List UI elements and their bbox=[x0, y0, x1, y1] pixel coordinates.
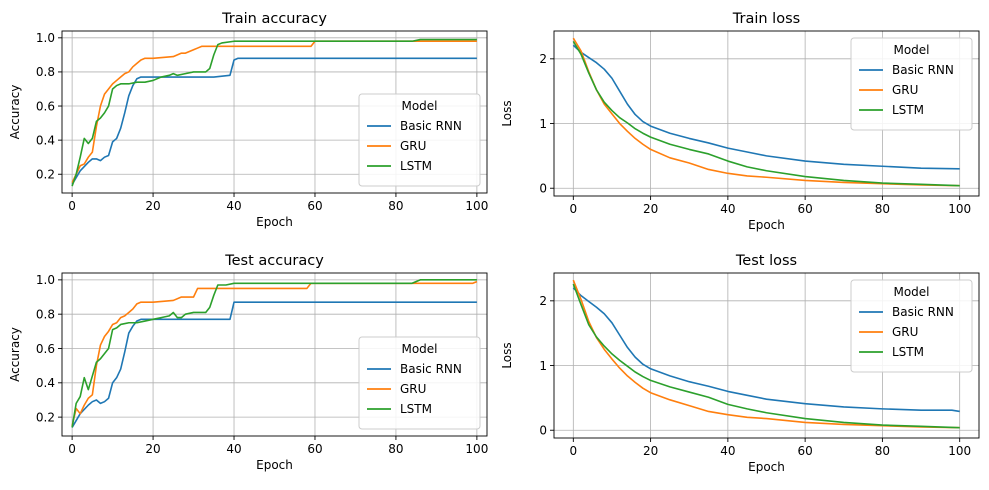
series-line-basic-rnn bbox=[71, 57, 477, 185]
y-tick-label: 0.4 bbox=[36, 133, 55, 147]
chart-panel-test-accuracy: 0 20 40 60 80 100 0.2 0.4 0.6 0.8 1.0 Test accuracy… bbox=[8, 253, 488, 472]
legend-label-basic-rnn: Basic RNN bbox=[892, 63, 954, 77]
legend-label-basic-rnn: Basic RNN bbox=[400, 119, 462, 133]
x-axis-label: Epoch bbox=[256, 215, 293, 229]
y-axis-label: Loss bbox=[500, 342, 514, 368]
x-tick-label: 20 bbox=[643, 444, 658, 458]
series-line-gru bbox=[71, 40, 477, 184]
axes-frame bbox=[61, 272, 488, 437]
y-tick-label: 1.0 bbox=[36, 273, 55, 287]
y-axis-label: Accuracy bbox=[8, 327, 22, 382]
legend-title: Model bbox=[401, 342, 437, 356]
y-tick-label: 0.4 bbox=[36, 376, 55, 390]
series-line-basic-rnn bbox=[572, 44, 960, 170]
legend-box bbox=[358, 93, 481, 187]
y-tick-label: 1.0 bbox=[36, 31, 55, 45]
x-tick-label: 20 bbox=[643, 202, 658, 216]
axes-frame bbox=[61, 30, 488, 194]
series-line-basic-rnn bbox=[71, 301, 477, 428]
y-tick-label: 2 bbox=[539, 52, 547, 66]
legend-box bbox=[358, 336, 481, 430]
x-tick-label: 100 bbox=[465, 199, 488, 213]
x-axis-label: Epoch bbox=[256, 458, 293, 472]
legend-label-lstm: LSTM bbox=[400, 159, 432, 173]
legend-label-basic-rnn: Basic RNN bbox=[892, 305, 954, 319]
y-tick-label: 0 bbox=[539, 182, 547, 196]
x-axis-label: Epoch bbox=[748, 460, 785, 474]
x-tick-label: 40 bbox=[720, 202, 735, 216]
series-line-lstm bbox=[71, 38, 477, 187]
y-tick-label: 0.6 bbox=[36, 99, 55, 113]
legend: Model Basic RNN GRU LSTM bbox=[850, 37, 973, 131]
chart-title: Train loss bbox=[732, 11, 800, 27]
y-tick-label: 0.8 bbox=[36, 307, 55, 321]
x-axis-label: Epoch bbox=[748, 218, 785, 232]
x-tick-label: 80 bbox=[388, 442, 403, 456]
legend-label-lstm: LSTM bbox=[892, 103, 924, 117]
legend-label-lstm: LSTM bbox=[400, 402, 432, 416]
chart-panel-train-accuracy: 0 20 40 60 80 100 0.2 0.4 0.6 0.8 1.0 Train accurac… bbox=[8, 11, 488, 229]
y-axis-label: Loss bbox=[500, 100, 514, 126]
y-tick-label: 0.2 bbox=[36, 168, 55, 182]
series-line-lstm bbox=[572, 40, 960, 187]
y-tick-label: 1 bbox=[539, 359, 547, 373]
x-tick-label: 80 bbox=[388, 199, 403, 213]
legend: Model Basic RNN GRU LSTM bbox=[358, 336, 481, 430]
x-tick-label: 60 bbox=[307, 199, 322, 213]
series-line-gru bbox=[71, 280, 478, 426]
x-tick-label: 80 bbox=[875, 202, 890, 216]
y-tick-label: 1 bbox=[539, 117, 547, 131]
x-tick-label: 40 bbox=[226, 199, 241, 213]
legend-label-basic-rnn: Basic RNN bbox=[400, 362, 462, 376]
x-tick-label: 100 bbox=[948, 444, 971, 458]
x-tick-label: 60 bbox=[797, 202, 812, 216]
y-tick-label: 0.2 bbox=[36, 410, 55, 424]
x-tick-label: 20 bbox=[145, 199, 160, 213]
chart-title: Test accuracy bbox=[224, 253, 324, 269]
legend-label-gru: GRU bbox=[400, 139, 426, 153]
y-tick-label: 0 bbox=[539, 424, 547, 438]
x-tick-label: 100 bbox=[465, 442, 488, 456]
series-line-lstm bbox=[71, 279, 477, 428]
legend-label-gru: GRU bbox=[892, 83, 918, 97]
axes-frame bbox=[553, 30, 980, 197]
legend: Model Basic RNN GRU LSTM bbox=[850, 279, 973, 373]
series-line-lstm bbox=[572, 283, 960, 429]
y-tick-label: 0.8 bbox=[36, 65, 55, 79]
chart-title: Train accuracy bbox=[221, 11, 327, 27]
series-line-basic-rnn bbox=[572, 287, 960, 413]
chart-panel-train-loss: 0 20 40 60 80 100 0 1 2 Train loss Epoch Loss Model B… bbox=[500, 11, 980, 232]
x-tick-label: 80 bbox=[875, 444, 890, 458]
legend-title: Model bbox=[893, 43, 929, 57]
y-tick-label: 2 bbox=[539, 294, 547, 308]
legend-title: Model bbox=[401, 99, 437, 113]
x-tick-label: 0 bbox=[569, 444, 577, 458]
legend-box bbox=[850, 279, 973, 373]
chart-title: Test loss bbox=[735, 253, 797, 269]
legend-label-lstm: LSTM bbox=[892, 345, 924, 359]
x-tick-label: 40 bbox=[720, 444, 735, 458]
legend-title: Model bbox=[893, 285, 929, 299]
chart-panel-test-loss: 0 20 40 60 80 100 0 1 2 Test loss Epoch Loss Model Ba… bbox=[500, 253, 980, 474]
legend-label-gru: GRU bbox=[892, 325, 918, 339]
x-tick-label: 0 bbox=[68, 199, 76, 213]
x-tick-label: 0 bbox=[68, 442, 76, 456]
y-axis-label: Accuracy bbox=[8, 85, 22, 140]
x-tick-label: 0 bbox=[569, 202, 577, 216]
legend-box bbox=[850, 37, 973, 131]
x-tick-label: 60 bbox=[307, 442, 322, 456]
x-tick-label: 100 bbox=[948, 202, 971, 216]
x-tick-label: 60 bbox=[797, 444, 812, 458]
axes-frame bbox=[553, 272, 980, 439]
x-tick-label: 20 bbox=[145, 442, 160, 456]
y-tick-label: 0.6 bbox=[36, 342, 55, 356]
legend-label-gru: GRU bbox=[400, 382, 426, 396]
series-line-gru bbox=[572, 279, 960, 429]
x-tick-label: 40 bbox=[226, 442, 241, 456]
legend: Model Basic RNN GRU LSTM bbox=[358, 93, 481, 187]
